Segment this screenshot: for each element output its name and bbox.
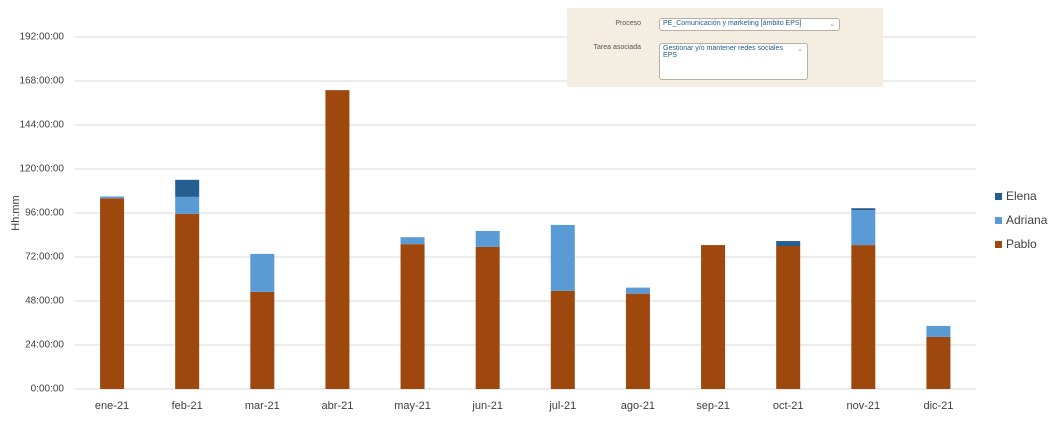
dropdown[interactable]: PE_Comunicación y marketing [ámbito EPS]… bbox=[659, 18, 840, 31]
y-tick-label: 0:00:00 bbox=[31, 384, 65, 395]
x-tick-label: mar-21 bbox=[245, 400, 280, 412]
y-tick-label: 168:00:00 bbox=[20, 76, 65, 87]
filter-label: Proceso bbox=[615, 20, 641, 27]
y-tick-label: 24:00:00 bbox=[25, 340, 64, 351]
x-tick-label: ene-21 bbox=[95, 400, 129, 412]
filter-panel: Proceso PE_Comunicación y marketing [ámb… bbox=[567, 8, 883, 87]
bar-segment bbox=[250, 253, 275, 292]
dropdown-value: PE_Comunicación y marketing [ámbito EPS] bbox=[663, 20, 802, 27]
legend-swatch bbox=[995, 241, 1002, 248]
legend-label: Pablo bbox=[1006, 237, 1037, 251]
bar-segment bbox=[926, 336, 951, 389]
x-tick-label: jun-21 bbox=[471, 400, 503, 412]
x-tick-label: abr-21 bbox=[322, 400, 354, 412]
bar-segment bbox=[475, 246, 500, 389]
bar-segment bbox=[100, 196, 125, 199]
bar-segment bbox=[851, 245, 876, 389]
y-tick-label: 72:00:00 bbox=[25, 252, 64, 263]
bar-segment bbox=[175, 179, 200, 197]
bar-segment bbox=[625, 287, 650, 294]
bar-segment bbox=[175, 213, 200, 389]
y-tick-label: 96:00:00 bbox=[25, 208, 64, 219]
textbox-value: Gestionar y/o mantener redes sociales EP… bbox=[663, 45, 783, 59]
bar-segment bbox=[325, 90, 350, 390]
bar-segment bbox=[550, 224, 575, 291]
legend-swatch bbox=[995, 217, 1002, 224]
bar-segment bbox=[475, 230, 500, 247]
x-tick-label: oct-21 bbox=[773, 400, 804, 412]
bar-segment bbox=[400, 237, 425, 245]
bar-segment bbox=[776, 246, 801, 389]
bar-segment bbox=[250, 291, 275, 389]
textbox[interactable]: Gestionar y/o mantener redes sociales EP… bbox=[659, 43, 808, 80]
bar-segment bbox=[701, 245, 726, 389]
bar-segment bbox=[851, 208, 876, 211]
legend-label: Adriana bbox=[1006, 213, 1048, 227]
x-tick-label: jul-21 bbox=[548, 400, 576, 412]
y-tick-label: 192:00:00 bbox=[20, 32, 65, 43]
bar-segment bbox=[776, 241, 801, 246]
bar-segment bbox=[926, 325, 951, 337]
y-axis-label: Hh:mm bbox=[10, 195, 22, 230]
y-tick-label: 120:00:00 bbox=[20, 164, 65, 175]
y-tick-label: 48:00:00 bbox=[25, 296, 64, 307]
filter-label: Tarea asociada bbox=[593, 44, 641, 51]
bar-segment bbox=[851, 210, 876, 246]
x-tick-label: may-21 bbox=[394, 400, 431, 412]
bar-segment bbox=[625, 293, 650, 389]
legend-swatch bbox=[995, 193, 1002, 200]
bar-segment bbox=[100, 198, 125, 389]
x-tick-label: nov-21 bbox=[846, 400, 880, 412]
legend-label: Elena bbox=[1006, 189, 1037, 203]
y-tick-label: 144:00:00 bbox=[20, 120, 65, 131]
bar-segment bbox=[400, 244, 425, 389]
x-tick-label: feb-21 bbox=[172, 400, 203, 412]
bar-segment bbox=[175, 196, 200, 214]
x-tick-label: sep-21 bbox=[696, 400, 730, 412]
x-tick-label: dic-21 bbox=[923, 400, 953, 412]
x-tick-label: ago-21 bbox=[621, 400, 655, 412]
bar-segment bbox=[550, 290, 575, 389]
